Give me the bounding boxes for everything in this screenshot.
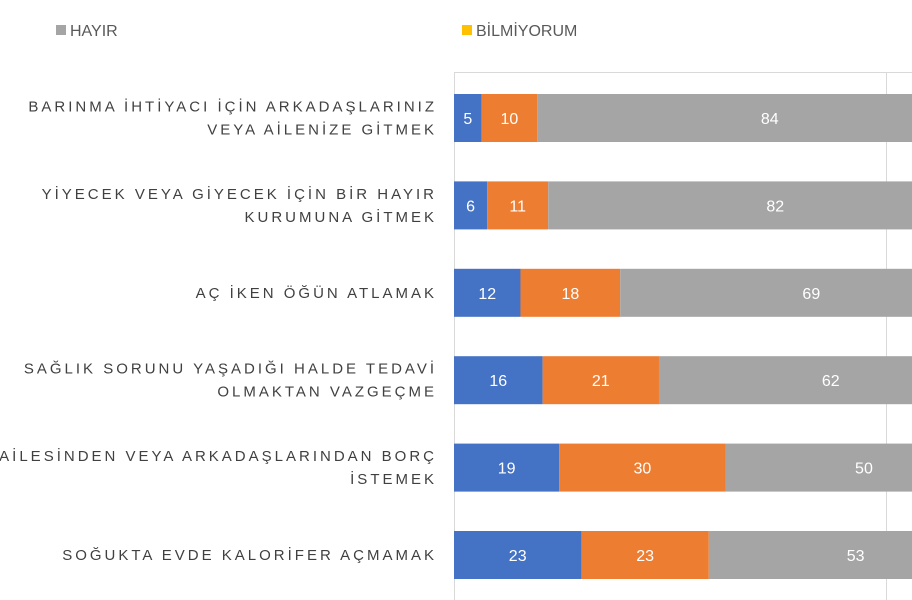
legend: HAYIR BİLMİYORUM <box>56 21 577 40</box>
category-label-3: AÇ İKEN ÖĞÜN ATLAMAK <box>196 284 437 302</box>
bar-s1-c5 <box>454 443 560 492</box>
bar-label-s3-c4: 62 <box>822 373 840 390</box>
legend-label-1: HAYIR <box>70 23 118 40</box>
bar-s2-c5 <box>559 443 726 492</box>
bar-label-s2-c6: 23 <box>636 548 654 565</box>
bar-label-s2-c3: 18 <box>561 286 579 303</box>
bar-s1-c6 <box>454 531 582 579</box>
bar-label-s3-c5: 50 <box>855 461 873 478</box>
bar-s2-c3 <box>520 268 621 317</box>
legend-label-2: BİLMİYORUM <box>476 21 577 40</box>
bar-label-s3-c3: 69 <box>802 286 820 303</box>
bar-label-s2-c4: 21 <box>592 373 610 390</box>
bar-label-s2-c1: 10 <box>501 111 519 128</box>
category-label-1: BARINMA İHTİYACI İÇİN ARKADAŞLARINIZ VEYA… <box>28 98 437 139</box>
bar-s2-c4 <box>542 356 659 405</box>
bar-s3-c2 <box>548 181 912 230</box>
bar-label-s3-c1: 84 <box>761 111 779 128</box>
category-labels: BARINMA İHTİYACI İÇİN ARKADAŞLARINIZ VEYA… <box>0 98 437 565</box>
bar-label-s1-c2: 6 <box>466 198 475 215</box>
bars: 5108416118211218691162162119305012323531 <box>454 94 912 579</box>
bar-label-s2-c5: 30 <box>633 461 651 478</box>
bar-s1-c3 <box>454 268 521 317</box>
bar-s3-c5 <box>725 443 912 492</box>
bar-label-s1-c1: 5 <box>463 111 472 128</box>
bar-label-s2-c2: 11 <box>509 198 526 215</box>
bar-label-s3-c6: 53 <box>847 548 865 565</box>
category-axis <box>454 72 912 600</box>
bar-s3-c6 <box>708 531 912 579</box>
category-label-4: SAĞLIK SORUNU YAŞADIĞI HALDE TEDAVİ OLMAK… <box>24 360 437 401</box>
legend-swatch-2 <box>462 25 472 35</box>
bar-label-s1-c5: 19 <box>498 461 516 478</box>
bar-s3-c3 <box>620 268 912 317</box>
bar-label-s1-c4: 16 <box>489 373 507 390</box>
bar-label-s1-c3: 12 <box>478 286 496 303</box>
category-label-6: SOĞUKTA EVDE KALORİFER AÇMAMAK <box>62 546 437 564</box>
bar-s2-c2 <box>487 181 549 230</box>
bar-s3-c4 <box>658 356 912 405</box>
bar-s1-c4 <box>454 356 543 405</box>
bar-s3-c1 <box>537 94 912 142</box>
category-label-2: YİYECEK VEYA GİYECEK İÇİN BİR HAYIR KURUM… <box>42 185 437 226</box>
bar-s1-c1 <box>454 94 482 142</box>
bar-s1-c2 <box>454 181 488 230</box>
bar-s2-c6 <box>581 531 709 579</box>
category-label-5: AİLESİNDEN VEYA ARKADAŞLARINDAN BORÇ İSTE… <box>0 447 437 488</box>
bar-s2-c1 <box>481 94 538 142</box>
bar-label-s1-c6: 23 <box>509 548 527 565</box>
bar-label-s3-c2: 82 <box>766 198 784 215</box>
legend-swatch-1 <box>56 25 66 35</box>
